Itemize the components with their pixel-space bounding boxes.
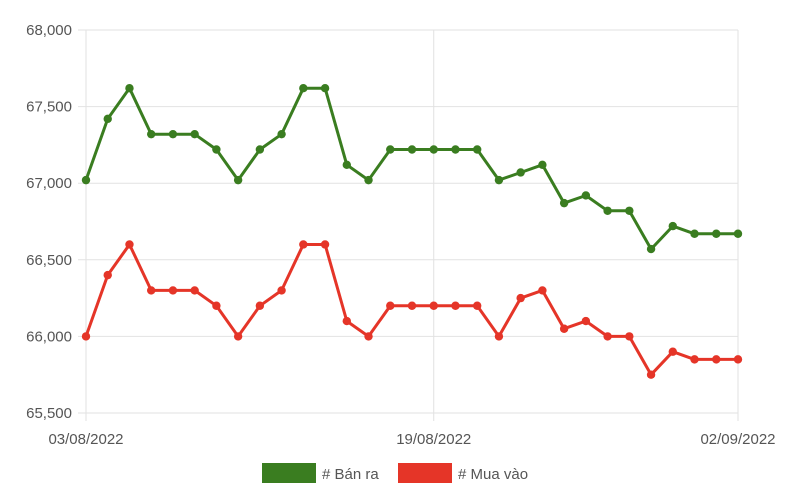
data-point[interactable] (603, 206, 612, 215)
x-tick-label: 02/09/2022 (700, 431, 775, 448)
data-point[interactable] (538, 160, 547, 170)
data-point[interactable] (581, 316, 591, 326)
data-point[interactable] (233, 175, 243, 185)
data-point[interactable] (168, 129, 178, 139)
y-tick-label: 67,500 (26, 99, 72, 116)
data-point[interactable] (473, 145, 482, 154)
data-point[interactable] (538, 286, 547, 295)
data-point[interactable] (299, 240, 308, 249)
data-point[interactable] (451, 145, 460, 154)
data-point[interactable] (320, 84, 330, 93)
y-tick-label: 65,500 (26, 405, 72, 422)
data-point[interactable] (386, 145, 395, 154)
y-axis: 65,500 66,000 66,500 67,000 67,500 68,000 (26, 22, 72, 422)
data-point[interactable] (364, 332, 373, 341)
legend-swatch (262, 463, 316, 483)
legend: # Bán ra # Mua vào (262, 463, 528, 483)
data-point[interactable] (364, 175, 373, 185)
y-tick-label: 68,000 (26, 22, 72, 39)
x-tick-label: 19/08/2022 (396, 431, 471, 448)
data-point[interactable] (603, 332, 612, 341)
data-point[interactable] (277, 129, 286, 139)
data-point[interactable] (646, 244, 656, 254)
y-tick-label: 66,000 (26, 328, 72, 345)
data-point[interactable] (190, 286, 199, 295)
legend-swatch (398, 463, 452, 483)
data-point[interactable] (625, 332, 634, 341)
data-point[interactable] (494, 332, 504, 341)
data-point[interactable] (668, 221, 677, 231)
data-point[interactable] (147, 286, 156, 295)
data-point[interactable] (646, 370, 656, 379)
legend-label[interactable]: # Mua vào (458, 466, 528, 483)
data-point[interactable] (125, 84, 134, 93)
data-point[interactable] (277, 286, 286, 295)
series-line-0 (84, 86, 740, 251)
data-point[interactable] (407, 145, 417, 154)
y-tick-label: 66,500 (26, 252, 72, 269)
y-tick-label: 67,000 (26, 175, 72, 192)
data-point[interactable] (320, 240, 330, 249)
data-point[interactable] (733, 229, 743, 238)
data-point[interactable] (712, 229, 721, 238)
data-point[interactable] (190, 129, 199, 139)
data-point[interactable] (386, 301, 395, 310)
data-point[interactable] (212, 301, 221, 310)
data-point[interactable] (103, 270, 112, 280)
x-axis: 03/08/2022 19/08/2022 02/09/2022 (48, 431, 775, 448)
data-point[interactable] (125, 240, 134, 249)
data-point[interactable] (429, 145, 438, 154)
data-point[interactable] (559, 198, 569, 208)
data-point[interactable] (625, 206, 634, 215)
data-point[interactable] (255, 301, 265, 310)
data-point[interactable] (342, 160, 351, 170)
data-point[interactable] (451, 301, 460, 310)
data-point[interactable] (212, 145, 221, 154)
data-point[interactable] (147, 129, 156, 139)
x-gridlines (85, 30, 739, 421)
data-point[interactable] (81, 332, 91, 341)
data-point[interactable] (429, 301, 438, 310)
series-layer (81, 84, 743, 379)
data-point[interactable] (690, 355, 699, 364)
data-point[interactable] (407, 301, 417, 310)
data-point[interactable] (559, 324, 569, 333)
data-point[interactable] (581, 191, 591, 200)
data-point[interactable] (299, 84, 308, 93)
legend-label[interactable]: # Bán ra (322, 466, 379, 483)
data-point[interactable] (473, 301, 482, 310)
data-point[interactable] (668, 347, 677, 356)
data-point[interactable] (233, 332, 243, 341)
data-point[interactable] (516, 168, 525, 177)
y-gridlines (78, 29, 738, 414)
data-point[interactable] (494, 175, 504, 185)
data-point[interactable] (103, 114, 112, 124)
data-point[interactable] (255, 145, 265, 154)
data-point[interactable] (81, 175, 91, 185)
data-point[interactable] (690, 229, 699, 238)
data-point[interactable] (733, 355, 743, 364)
data-point[interactable] (168, 286, 178, 295)
data-point[interactable] (516, 293, 525, 303)
x-tick-label: 03/08/2022 (48, 431, 123, 448)
data-point[interactable] (342, 316, 351, 326)
data-point[interactable] (712, 355, 721, 364)
